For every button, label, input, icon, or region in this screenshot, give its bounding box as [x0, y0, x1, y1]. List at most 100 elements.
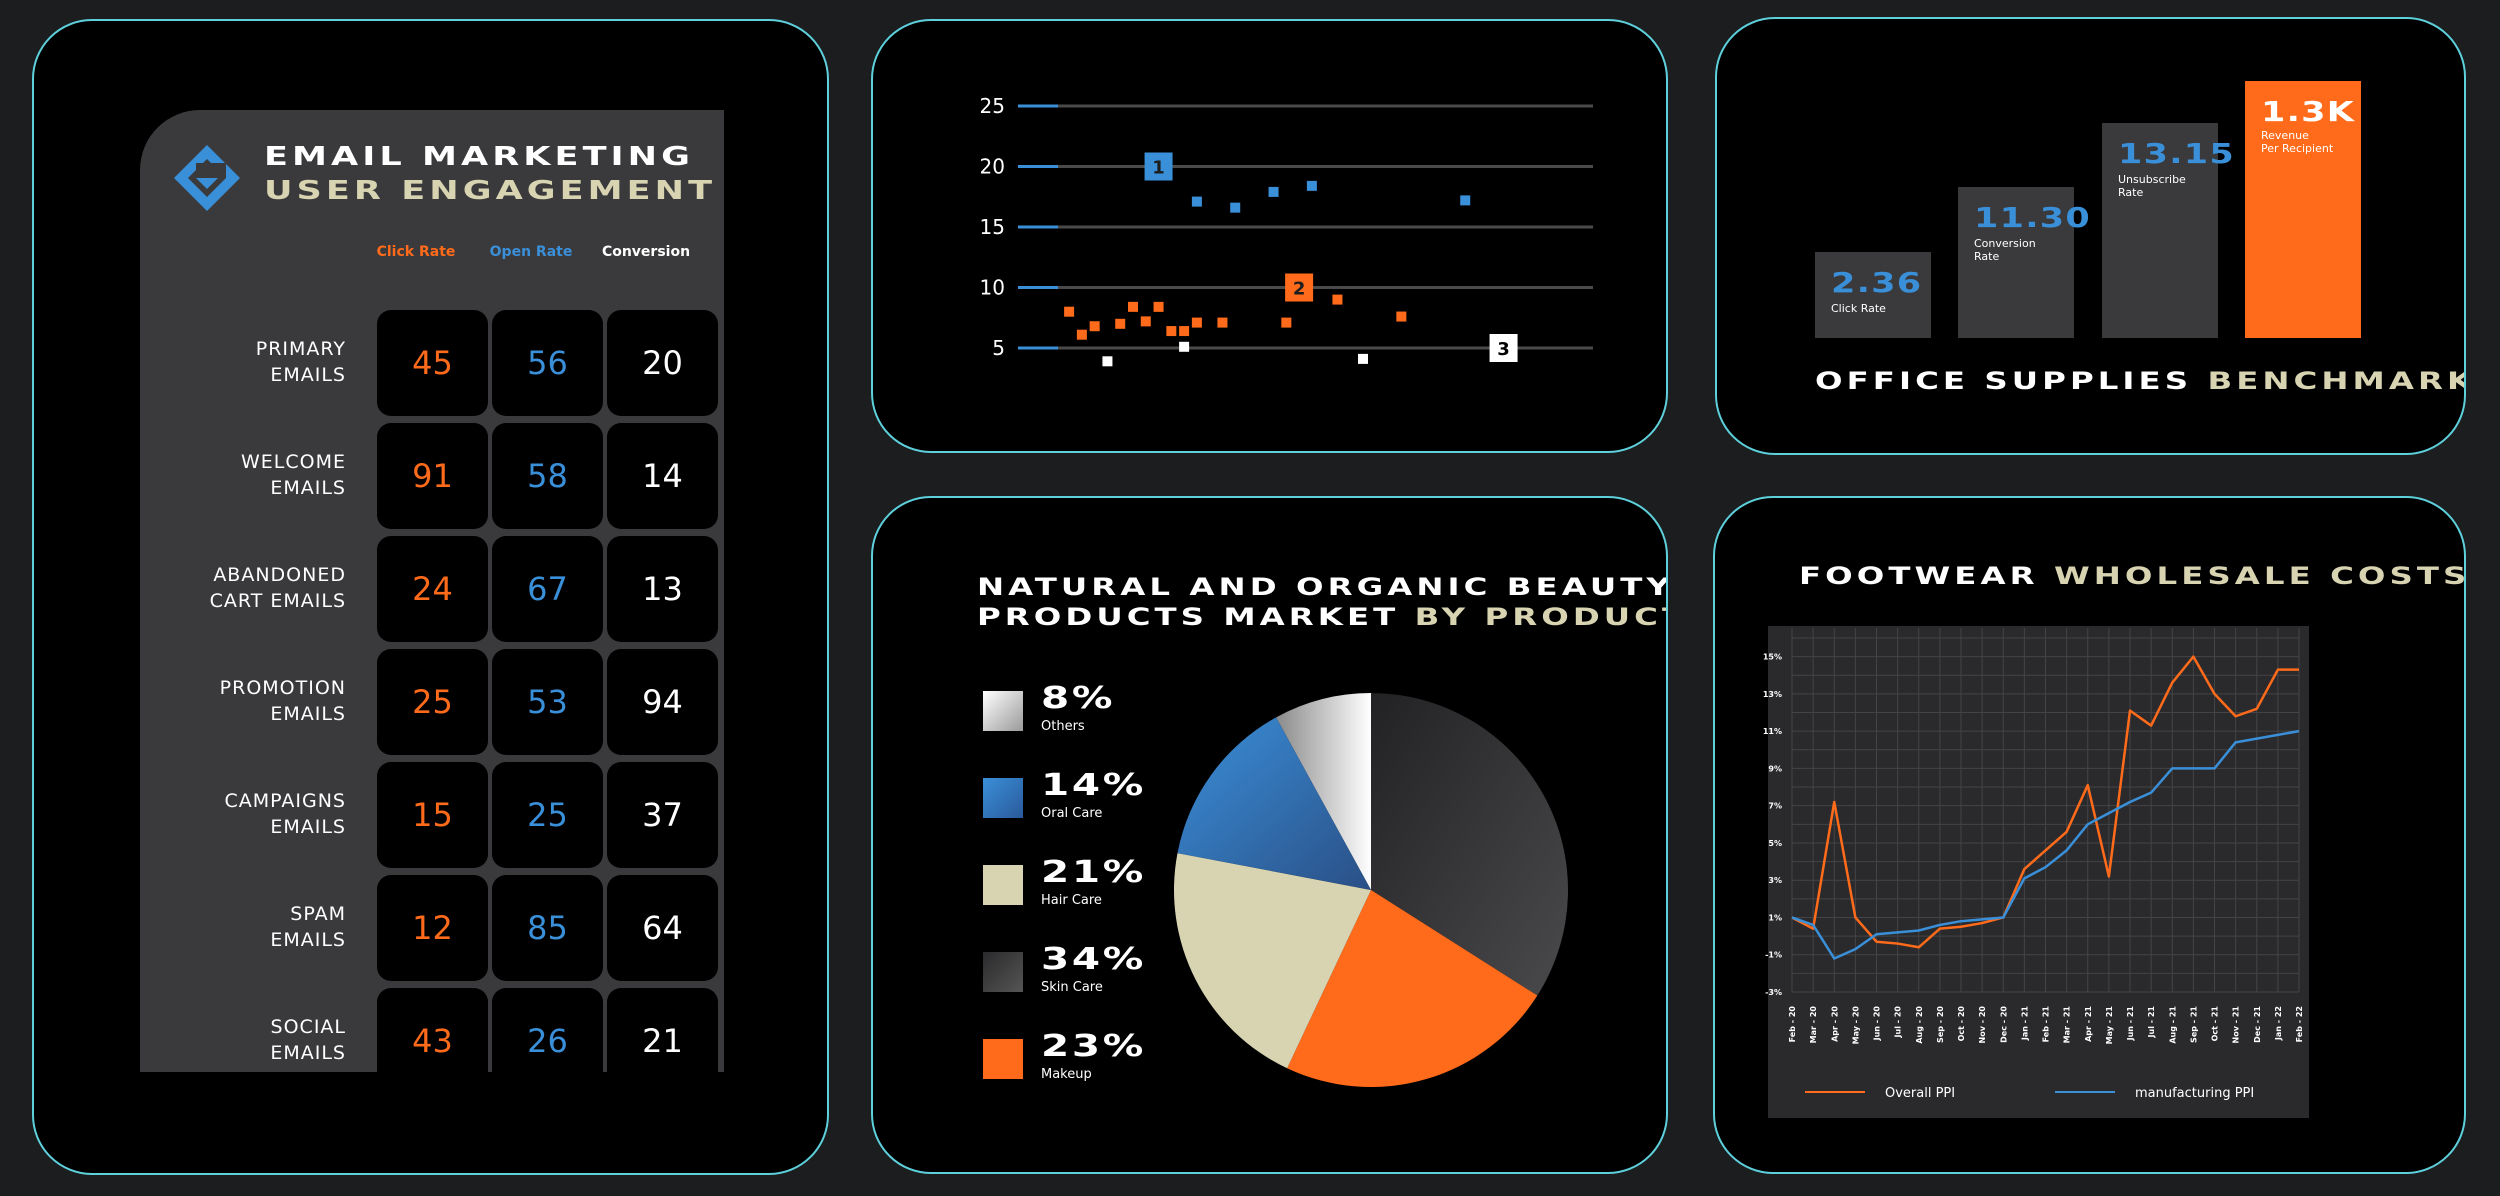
scatter-point — [1306, 180, 1317, 191]
legend-name: Skin Care — [1041, 980, 1103, 995]
legend-percent: 34% — [1041, 942, 1147, 977]
x-tick-label: Mar - 21 — [2063, 1006, 2072, 1044]
row-label-line2: EMAILS — [270, 364, 346, 386]
row-label-line1: CAMPAIGNS — [224, 790, 346, 812]
benchmark-label-line1: Unsubscribe — [2118, 173, 2186, 186]
click-rate-cell: 15 — [377, 762, 488, 868]
legend-percent: 23% — [1041, 1029, 1147, 1064]
cluster-label: 1 — [1152, 158, 1165, 179]
scatter-point — [1153, 301, 1164, 312]
x-tick-label: Jul - 20 — [1894, 1006, 1903, 1039]
benchmark-value: 11.30 — [1974, 201, 2091, 234]
diamond-logo-icon — [174, 145, 240, 211]
legend-percent: 21% — [1041, 855, 1147, 890]
y-tick-label: -3% — [1765, 988, 1782, 997]
legend-label: manufacturing PPI — [2135, 1086, 2254, 1101]
footwear-costs-panel: FOOTWEAR WHOLESALE COSTS 15% 13% 11% 9% 7% 5%… — [1713, 496, 2466, 1174]
open-rate-cell: 26 — [492, 988, 603, 1072]
scatter-cluster-panel: 25 20 15 10 5 1 2 3 — [871, 19, 1668, 453]
x-tick-label: Feb - 22 — [2295, 1006, 2304, 1042]
row-label-line1: PRIMARY — [255, 338, 346, 360]
scatter-point — [1217, 317, 1228, 328]
scatter-point — [1191, 196, 1202, 207]
benchmarks-title-b: BENCHMARKS — [2207, 367, 2464, 395]
row-label-line1: ABANDONED — [213, 564, 346, 586]
y-tick-label: 1% — [1768, 913, 1782, 922]
y-tick-label: 11% — [1763, 727, 1782, 736]
scatter-point — [1230, 202, 1241, 213]
benchmark-label-line1: Conversion — [1974, 237, 2036, 250]
cluster-label-box — [1144, 152, 1173, 181]
x-tick-label: Dec - 21 — [2253, 1006, 2262, 1043]
y-tick-label: 15% — [1763, 653, 1782, 662]
y-tick-label: 20 — [980, 155, 1005, 179]
y-tick-label: 3% — [1768, 876, 1782, 885]
scatter-point — [1191, 317, 1202, 328]
row-label-line1: SPAM — [290, 903, 346, 925]
legend-swatch — [983, 952, 1023, 992]
y-tick-label: 7% — [1768, 802, 1782, 811]
pie-slice-hair-care — [1174, 853, 1371, 1069]
scatter-point — [1128, 301, 1138, 312]
column-header-open-rate: Open Rate — [489, 244, 573, 260]
benchmark-bar: 2.36 Click Rate — [1815, 252, 1931, 338]
conversion-cell: 64 — [607, 875, 718, 981]
scatter-point — [1166, 326, 1177, 337]
beauty-market-panel: NATURAL AND ORGANIC BEAUTY PRODUCTS MARK… — [871, 496, 1668, 1174]
row-label: WELCOME EMAILS — [140, 449, 346, 501]
x-tick-label: Dec - 20 — [1999, 1006, 2008, 1043]
row-label: CAMPAIGNS EMAILS — [140, 788, 346, 840]
x-tick-label: Sep - 20 — [1936, 1006, 1945, 1043]
benchmark-bar: 1.3K Revenue Per Recipient — [2245, 81, 2361, 338]
scatter-point — [1102, 356, 1113, 367]
benchmark-label-line1: Revenue — [2261, 129, 2309, 142]
pie-slice-makeup — [1287, 890, 1538, 1087]
scatter-point — [1140, 316, 1151, 327]
x-tick-label: Jun - 21 — [2126, 1006, 2135, 1042]
y-tick-label: 10 — [980, 276, 1005, 300]
cluster-label: 3 — [1497, 339, 1510, 360]
benchmarks-panel: 2.36 Click Rate 11.30 Conversion Rate 13.15 Un… — [1715, 17, 2466, 455]
legend-swatch — [983, 865, 1023, 905]
conversion-cell: 94 — [607, 649, 718, 755]
email-engagement-card: EMAIL MARKETING USER ENGAGEMENT Click Ra… — [140, 110, 724, 1072]
scatter-point — [1064, 306, 1075, 317]
line-title: FOOTWEAR WHOLESALE COSTS — [1799, 562, 2464, 590]
legend-name: Makeup — [1041, 1067, 1092, 1082]
click-rate-cell: 45 — [377, 310, 488, 416]
x-tick-label: Jan - 21 — [2020, 1006, 2029, 1042]
pie-slice-oral-care — [1177, 717, 1371, 890]
x-tick-label: Nov - 20 — [1978, 1006, 1987, 1044]
open-rate-cell: 53 — [492, 649, 603, 755]
conversion-cell: 13 — [607, 536, 718, 642]
row-label: SPAM EMAILS — [140, 901, 346, 953]
cluster-label-box — [1285, 273, 1314, 302]
conversion-cell: 21 — [607, 988, 718, 1072]
email-title-line1: EMAIL MARKETING — [264, 142, 694, 172]
cluster-label: 2 — [1293, 279, 1306, 300]
series-line-orange — [1791, 655, 2299, 949]
pie-title: NATURAL AND ORGANIC BEAUTY PRODUCTS MARK… — [977, 572, 1666, 632]
column-header-click-rate: Click Rate — [376, 244, 456, 260]
benchmark-label-line2: Rate — [1974, 250, 2000, 263]
scatter-chart: 25 20 15 10 5 1 2 3 — [980, 94, 1593, 367]
x-tick-label: Apr - 20 — [1830, 1006, 1839, 1042]
conversion-cell: 14 — [607, 423, 718, 529]
click-rate-cell: 24 — [377, 536, 488, 642]
conversion-cell: 37 — [607, 762, 718, 868]
row-label-line1: PROMOTION — [219, 677, 346, 699]
x-tick-label: Sep - 21 — [2189, 1006, 2198, 1043]
legend-swatch — [983, 778, 1023, 818]
y-tick-label: 25 — [980, 94, 1005, 118]
x-tick-label: Feb - 20 — [1788, 1006, 1797, 1043]
benchmark-value: 2.36 — [1831, 266, 1923, 299]
x-tick-label: Aug - 21 — [2168, 1006, 2177, 1044]
scatter-point — [1115, 318, 1126, 329]
click-rate-cell: 43 — [377, 988, 488, 1072]
row-label-line2: EMAILS — [270, 1042, 346, 1064]
pie-title-line2a: PRODUCTS MARKET — [977, 603, 1400, 631]
legend-name: Oral Care — [1041, 806, 1103, 821]
column-header-conversion: Conversion — [601, 244, 691, 260]
conversion-cell: 20 — [607, 310, 718, 416]
x-tick-label: Jun - 20 — [1873, 1006, 1882, 1042]
